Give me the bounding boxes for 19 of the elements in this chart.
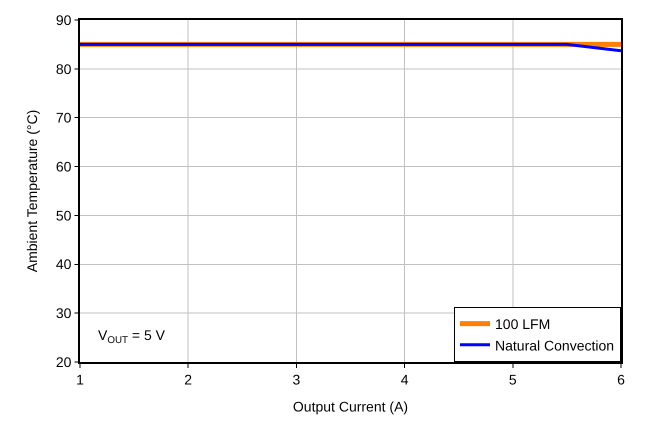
y-tick-label: 70 — [56, 110, 72, 126]
x-axis-title: Output Current (A) — [292, 398, 408, 414]
y-tick-label: 80 — [56, 60, 72, 77]
legend-label: 100 LFM — [495, 316, 550, 332]
x-tick-label: 2 — [184, 372, 192, 388]
y-tick-label: 20 — [56, 354, 72, 370]
legend-label: Natural Convection — [495, 337, 614, 354]
y-axis-title: Ambient Temperature (°C) — [24, 110, 40, 272]
y-tick-label: 90 — [56, 12, 72, 28]
x-tick-label: 6 — [617, 372, 626, 388]
y-tick-label: 60 — [56, 158, 72, 174]
x-tick-label: 5 — [508, 372, 517, 388]
y-tick-label: 30 — [56, 305, 72, 322]
x-tick-label: 1 — [76, 372, 84, 388]
x-tick-label: 3 — [292, 372, 300, 388]
y-tick-label: 50 — [56, 207, 72, 224]
x-tick-label: 4 — [400, 372, 409, 388]
y-tick-label: 40 — [56, 256, 72, 272]
annotation: V$_{OUT}$ = 5 V — [98, 327, 166, 346]
